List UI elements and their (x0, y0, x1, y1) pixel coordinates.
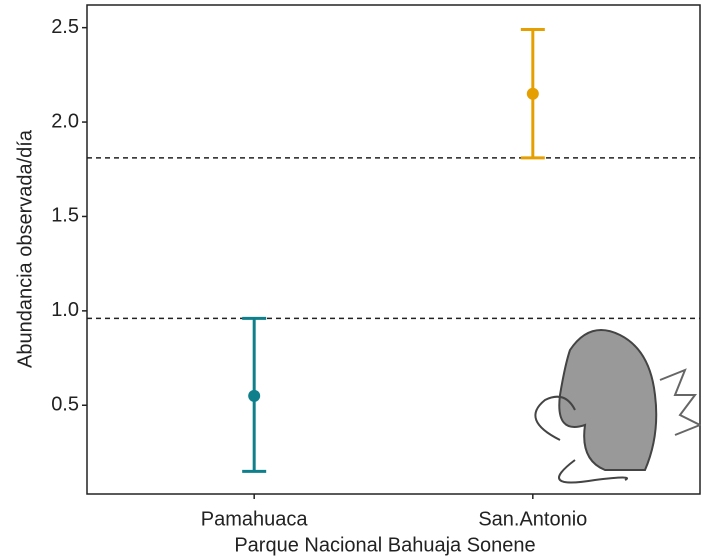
y-axis-label: Abundancia observada/día (14, 129, 36, 368)
y-tick-label: 0.5 (51, 394, 79, 416)
plot-frame (86, 4, 701, 495)
y-tick-label: 2.5 (51, 16, 79, 38)
point (248, 389, 261, 402)
y-tick-label: 2.0 (51, 110, 79, 132)
y-tick-label: 1.5 (51, 205, 79, 227)
x-tick-label: San.Antonio (478, 508, 587, 530)
point (526, 87, 539, 100)
x-tick-label: Pamahuaca (201, 508, 309, 530)
y-tick-label: 1.0 (51, 299, 79, 321)
x-axis-label: Parque Nacional Bahuaja Sonene (234, 534, 535, 556)
monkey-illustration (534, 329, 701, 484)
